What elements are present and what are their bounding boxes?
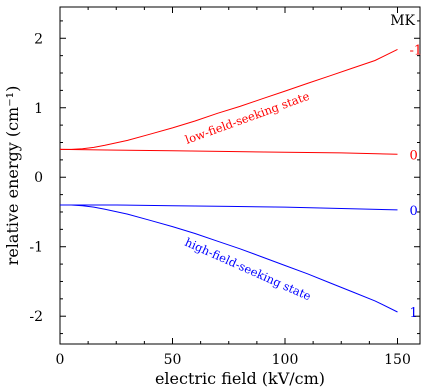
y-axis-label: relative energy (cm⁻¹) <box>3 86 22 266</box>
series-line-0 <box>60 48 398 150</box>
series-group <box>59 48 398 313</box>
y-tick-label: 0 <box>34 170 43 186</box>
series-line-2 <box>60 204 398 211</box>
series-end-label: 0 <box>410 204 418 219</box>
series-end-label: -1 <box>410 43 423 58</box>
y-tick-label: 2 <box>34 31 43 47</box>
legend-title: MK <box>390 13 415 29</box>
series-line-1 <box>59 148 398 155</box>
plot-frame <box>59 6 421 345</box>
y-tick-label: 1 <box>34 101 43 117</box>
y-tick-label: -1 <box>29 240 43 256</box>
series-line-3 <box>60 204 398 313</box>
labels-group: -1 0 0 1 <box>410 43 423 321</box>
series-end-label: 1 <box>410 306 418 321</box>
x-tick-label: 150 <box>384 352 411 368</box>
x-axis-label: electric field (kV/cm) <box>155 369 325 388</box>
x-tick-label: 0 <box>56 352 65 368</box>
series-end-label: 0 <box>410 148 418 163</box>
y-tick-label: -2 <box>29 309 43 325</box>
annotation-low-field-seeking: low-field-seeking state <box>183 89 311 147</box>
x-tick-label: 100 <box>272 352 299 368</box>
x-tick-label: 50 <box>164 352 182 368</box>
